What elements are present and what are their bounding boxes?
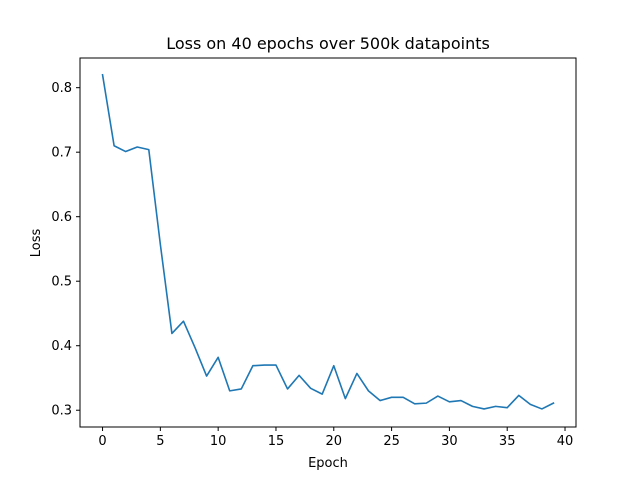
x-tick-label: 40 [557, 434, 574, 449]
series-line-0 [101, 73, 555, 410]
x-tick-label: 30 [441, 434, 458, 449]
y-tick-label: 0.8 [51, 81, 72, 96]
y-tick-label: 0.5 [51, 275, 72, 290]
chart-title: Loss on 40 epochs over 500k datapoints [166, 34, 490, 53]
x-tick-label: 20 [326, 434, 343, 449]
x-tick-label: 15 [268, 434, 285, 449]
y-axis: 0.3 0.4 0.5 0.6 0.7 0.8 [51, 81, 80, 419]
x-axis: 0 5 10 15 20 25 30 35 40 [98, 427, 573, 449]
y-tick-label: 0.6 [51, 210, 72, 225]
x-tick-label: 5 [156, 434, 164, 449]
x-tick-label: 25 [383, 434, 400, 449]
x-tick-label: 10 [210, 434, 227, 449]
y-axis-label: Loss [29, 229, 44, 258]
y-tick-label: 0.4 [51, 339, 72, 354]
plot-area [101, 73, 555, 410]
axes-frame [79, 57, 577, 428]
y-tick-label: 0.7 [51, 146, 72, 161]
x-axis-label: Epoch [308, 456, 348, 471]
x-tick-label: 0 [98, 434, 106, 449]
x-tick-label: 35 [499, 434, 516, 449]
y-tick-label: 0.3 [51, 404, 72, 419]
